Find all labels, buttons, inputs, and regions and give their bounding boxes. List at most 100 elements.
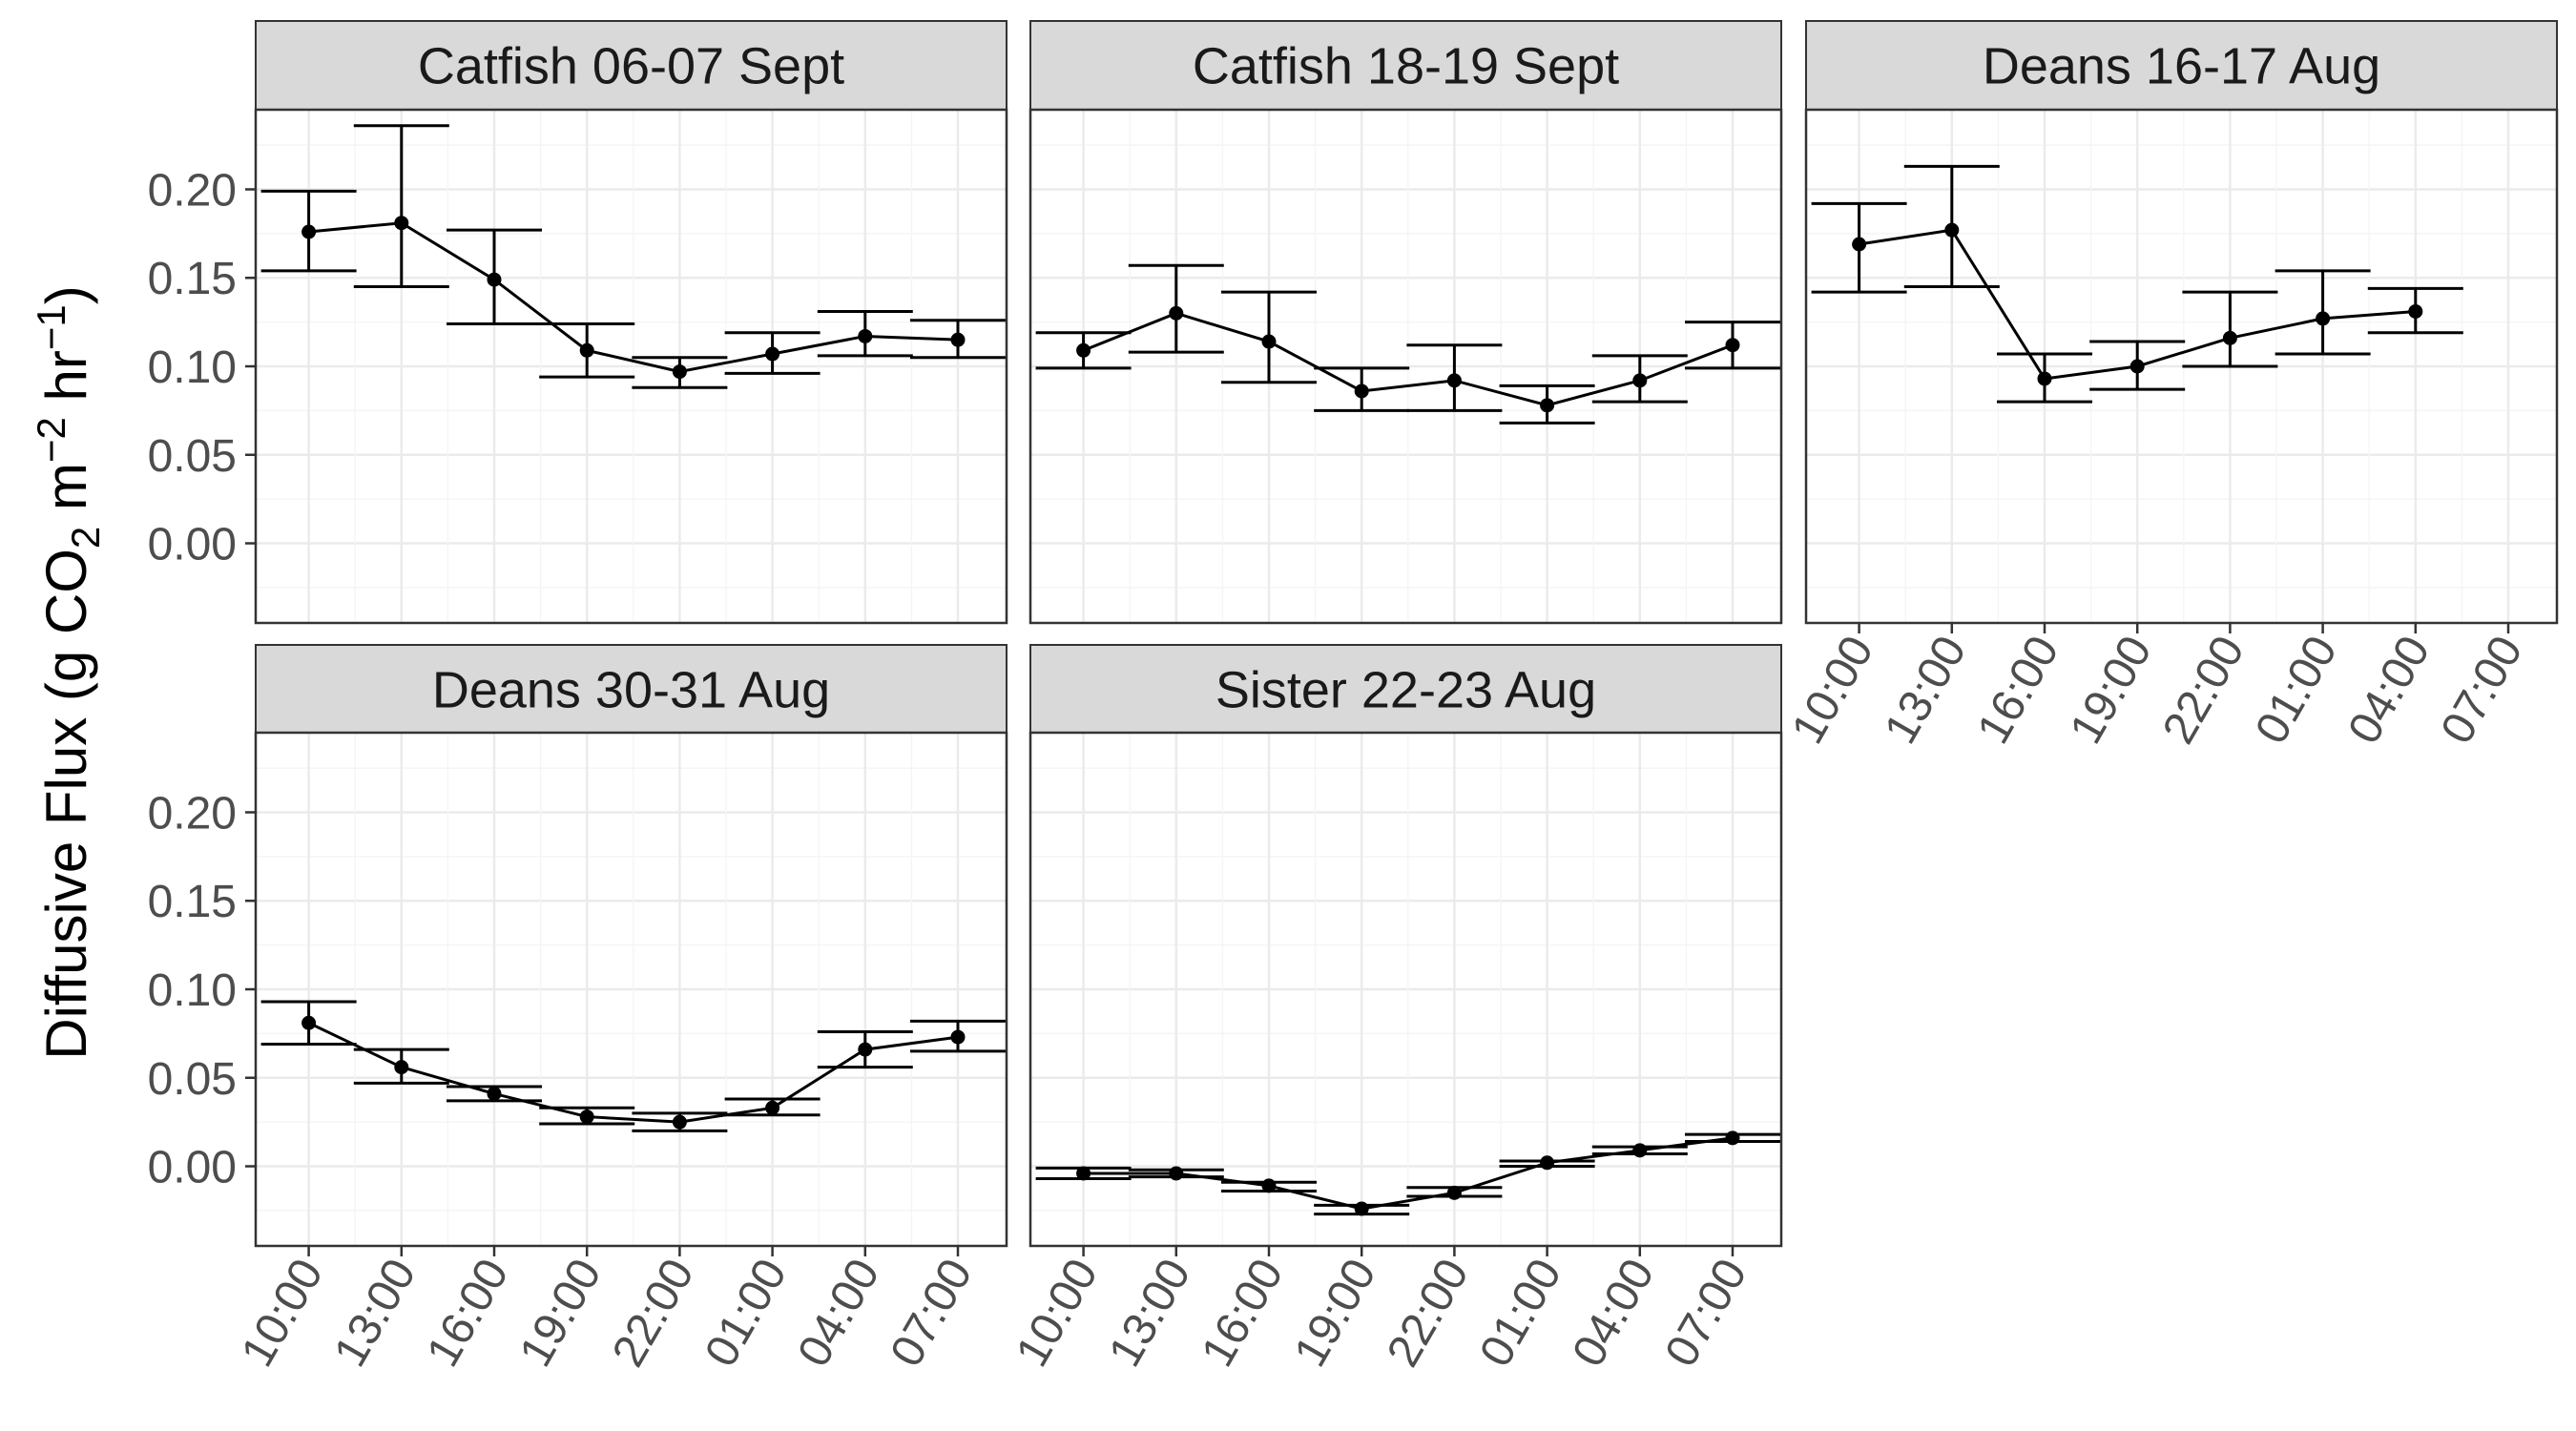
x-tick-label: 16:00 — [1193, 1251, 1294, 1376]
data-point — [1076, 342, 1091, 358]
x-tick-label: 22:00 — [2153, 628, 2254, 753]
x-tick-label: 19:00 — [1285, 1251, 1386, 1376]
y-tick-label: 0.05 — [148, 431, 237, 482]
panel-border — [1028, 731, 1783, 1248]
x-tick-label: 16:00 — [418, 1251, 519, 1376]
x-tick-label: 01:00 — [2246, 628, 2347, 753]
data-point — [1725, 338, 1740, 353]
data-point — [2129, 359, 2145, 374]
data-point — [394, 216, 409, 231]
facet-panel: Deans 30-31 Aug 0.00 0.05 0.10 0.15 0.20 10:00… — [148, 644, 1008, 1376]
data-point — [950, 332, 966, 347]
data-point — [579, 1110, 594, 1125]
x-tick-label: 19:00 — [2061, 628, 2162, 753]
series-line — [307, 1021, 959, 1124]
data-point — [1725, 1130, 1740, 1146]
data-point — [1169, 305, 1184, 321]
data-point — [2316, 311, 2331, 326]
data-point — [1354, 384, 1369, 399]
facet-title: Deans 16-17 Aug — [1983, 38, 2380, 95]
data-point — [1446, 373, 1462, 388]
facet-title: Catfish 06-07 Sept — [418, 38, 844, 95]
series-line — [1083, 1136, 1734, 1211]
facet-title: Deans 30-31 Aug — [432, 662, 830, 719]
data-point — [2222, 330, 2237, 345]
y-tick-label: 0.15 — [148, 877, 237, 927]
data-point — [1076, 1166, 1091, 1181]
x-tick-label: 04:00 — [788, 1251, 889, 1376]
x-tick-label: 01:00 — [696, 1251, 797, 1376]
y-axis-title-prefix: Diffusive Flux (g CO — [34, 549, 98, 1060]
x-tick-label: 13:00 — [1875, 628, 1976, 753]
x-tick-label: 04:00 — [1563, 1251, 1664, 1376]
x-tick-label: 16:00 — [1968, 628, 2069, 753]
x-tick-label: 07:00 — [1656, 1251, 1757, 1376]
data-point — [579, 342, 594, 358]
y-axis-title-hr: hr — [34, 350, 98, 417]
x-tick-label: 13:00 — [324, 1251, 426, 1376]
series-line — [1083, 311, 1734, 407]
data-point — [1852, 237, 1867, 252]
y-tick-label: 0.10 — [148, 342, 237, 393]
data-point — [1446, 1185, 1462, 1200]
y-tick-label: 0.15 — [148, 254, 237, 304]
data-point — [1261, 1178, 1277, 1193]
y-axis-title-subscript: 2 — [63, 527, 108, 549]
data-point — [487, 1086, 502, 1101]
y-tick-label: 0.00 — [148, 520, 237, 570]
x-tick-label: 10:00 — [1782, 628, 1883, 753]
facet-panel: Sister 22-23 Aug 10:0013:0016:0019:0022:0… — [1007, 644, 1783, 1376]
panel-border — [1804, 108, 2559, 625]
panel-border — [1028, 108, 1783, 625]
data-point — [2408, 303, 2423, 319]
x-tick-label: 22:00 — [603, 1251, 704, 1376]
facet-strip — [255, 644, 1008, 735]
data-point — [1944, 222, 1960, 238]
y-axis-title-superscript-2: −1 — [29, 304, 73, 350]
x-tick-label: 07:00 — [882, 1251, 983, 1376]
data-point — [672, 1114, 687, 1130]
data-point — [301, 224, 317, 239]
error-bar — [2182, 290, 2278, 368]
data-point — [672, 364, 687, 380]
x-tick-label: 13:00 — [1099, 1251, 1200, 1376]
facet-strip — [255, 20, 1008, 111]
y-axis-title-m: m — [34, 463, 98, 527]
y-tick-label: 0.05 — [148, 1054, 237, 1105]
data-point — [765, 346, 780, 362]
data-point — [2037, 371, 2052, 386]
facet-title: Catfish 18-19 Sept — [1193, 38, 1619, 95]
facet-strip — [1805, 20, 2558, 111]
data-point — [858, 1042, 873, 1057]
x-tick-label: 19:00 — [510, 1251, 612, 1376]
facet-panel: Deans 16-17 Aug 10:0013:0016:0019:0022:00… — [1782, 20, 2559, 753]
data-point — [1632, 373, 1648, 388]
y-tick-label: 0.20 — [148, 165, 237, 216]
y-tick-label: 0.20 — [148, 788, 237, 839]
data-point — [858, 328, 873, 343]
data-point — [301, 1015, 317, 1030]
y-axis-title: Diffusive Flux (g CO2 m−2 hr−1) — [29, 285, 108, 1060]
data-point — [487, 272, 502, 287]
data-point — [1261, 334, 1277, 349]
data-point — [1169, 1166, 1184, 1181]
data-point — [394, 1060, 409, 1075]
data-point — [1540, 1155, 1555, 1171]
x-tick-label: 10:00 — [1007, 1251, 1108, 1376]
data-point — [765, 1100, 780, 1115]
series-line — [308, 221, 959, 374]
y-tick-label: 0.00 — [148, 1143, 237, 1193]
x-tick-label: 22:00 — [1378, 1251, 1479, 1376]
y-axis-title-suffix: ) — [34, 285, 98, 304]
data-point — [1632, 1143, 1648, 1158]
x-tick-label: 01:00 — [1470, 1251, 1571, 1376]
y-axis-title-superscript-1: −2 — [29, 417, 73, 463]
data-point — [950, 1029, 966, 1045]
facet-panel: Catfish 06-07 Sept 0.00 0.05 0.10 0.15 0.20 — [148, 20, 1008, 625]
error-bar — [353, 124, 449, 289]
x-tick-label: 07:00 — [2432, 628, 2533, 753]
data-point — [1354, 1201, 1369, 1216]
data-point — [1540, 398, 1555, 413]
facet-title: Sister 22-23 Aug — [1215, 662, 1596, 719]
